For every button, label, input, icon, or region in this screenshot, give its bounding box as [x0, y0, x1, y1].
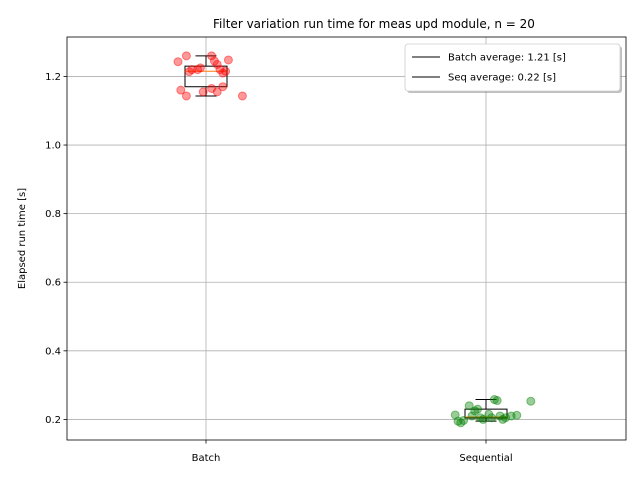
data-point [484, 409, 494, 419]
data-point [450, 410, 460, 420]
data-point [456, 418, 466, 428]
data-point [459, 415, 469, 425]
y-axis-label: Elapsed run time [s] [17, 188, 28, 289]
data-point [475, 413, 485, 423]
box-iqr [184, 65, 228, 88]
data-point [464, 401, 474, 411]
y-tick-label: 1.2 [45, 72, 61, 83]
data-point [473, 404, 483, 414]
data-point [467, 411, 477, 421]
legend-label: Batch average: 1.21 [s] [448, 53, 566, 64]
data-point [207, 83, 217, 93]
data-point [237, 91, 247, 101]
data-point [218, 68, 228, 78]
data-point [223, 55, 233, 65]
data-point [478, 414, 488, 424]
data-point [453, 416, 463, 426]
legend-label: Seq average: 0.22 [s] [448, 73, 556, 84]
data-point [506, 411, 516, 421]
data-point [498, 414, 508, 424]
data-point [512, 410, 522, 420]
data-point [495, 411, 505, 421]
data-point [218, 82, 228, 92]
legend-box [404, 43, 621, 92]
data-point [195, 63, 205, 73]
y-tick-label: 0.2 [45, 415, 61, 426]
data-point [207, 51, 217, 61]
y-tick-label: 1.0 [45, 141, 61, 152]
grid [67, 37, 626, 440]
x-ticks: Batch Sequential [192, 440, 513, 464]
data-point [193, 65, 203, 75]
data-point [209, 56, 219, 66]
box-batch [184, 55, 228, 97]
data-point [181, 91, 191, 101]
data-point [492, 396, 502, 406]
data-point [187, 65, 197, 75]
data-point [470, 406, 480, 416]
data-point [173, 57, 183, 67]
data-point [221, 66, 231, 76]
y-ticks: 0.2 0.4 0.6 0.8 1.0 1.2 [45, 72, 67, 426]
x-tick-label: Batch [192, 453, 221, 464]
y-tick-label: 0.6 [45, 278, 61, 289]
data-point [212, 87, 222, 97]
data-point [501, 413, 511, 423]
data-point [487, 413, 497, 423]
box-iqr [464, 408, 508, 419]
x-tick-label: Sequential [459, 453, 512, 464]
data-point [184, 67, 194, 77]
data-point [526, 396, 536, 406]
data-point [212, 59, 222, 69]
data-points [173, 51, 536, 428]
legend: Batch average: 1.21 [s] Seq average: 0.22… [404, 43, 622, 93]
data-point [198, 87, 208, 97]
y-tick-label: 0.4 [45, 346, 61, 357]
boxes [184, 55, 508, 422]
box-sequential [464, 399, 508, 422]
data-point [176, 85, 186, 95]
chart-title: Filter variation run time for meas upd m… [213, 17, 535, 31]
data-point [215, 65, 225, 75]
plot-frame [66, 36, 627, 441]
data-point [489, 395, 499, 405]
y-tick-label: 0.8 [45, 209, 61, 220]
data-point [181, 51, 191, 61]
